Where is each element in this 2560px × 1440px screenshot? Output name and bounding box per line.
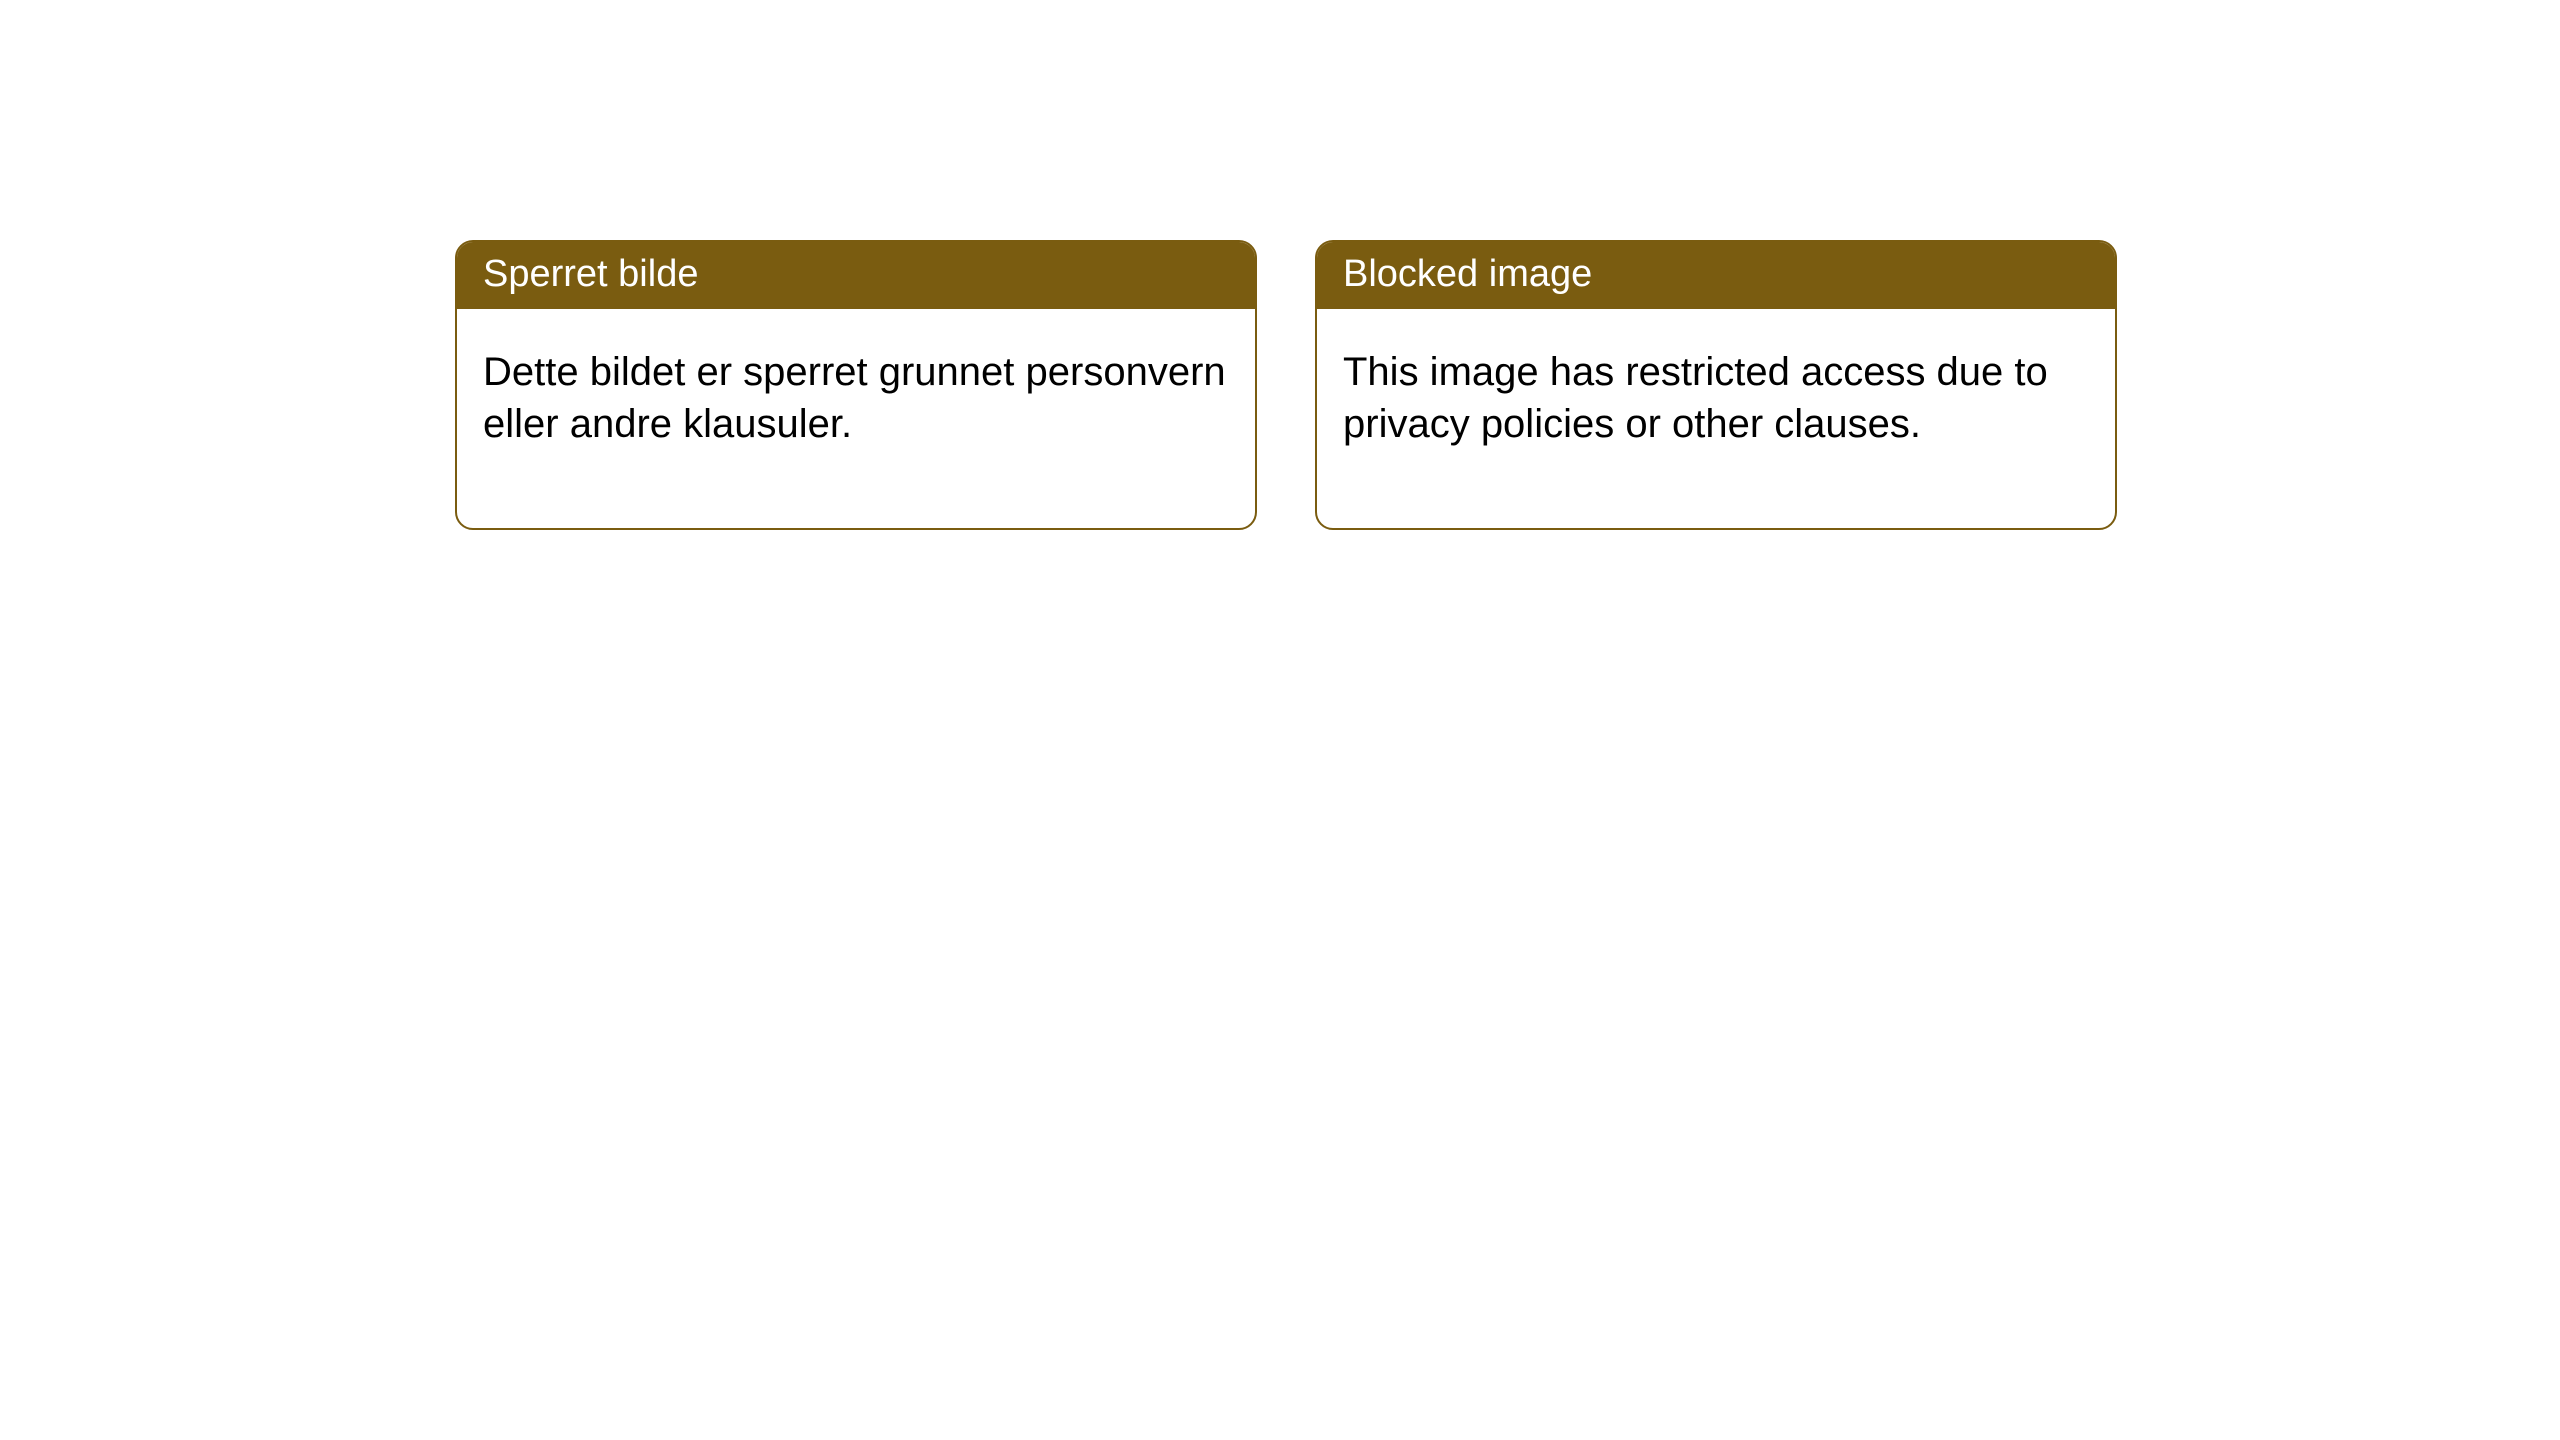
notice-header-english: Blocked image: [1317, 242, 2115, 309]
notice-body-english: This image has restricted access due to …: [1317, 309, 2115, 527]
notice-header-norwegian: Sperret bilde: [457, 242, 1255, 309]
notice-container: Sperret bilde Dette bildet er sperret gr…: [0, 0, 2560, 530]
notice-card-english: Blocked image This image has restricted …: [1315, 240, 2117, 530]
notice-card-norwegian: Sperret bilde Dette bildet er sperret gr…: [455, 240, 1257, 530]
notice-body-norwegian: Dette bildet er sperret grunnet personve…: [457, 309, 1255, 527]
